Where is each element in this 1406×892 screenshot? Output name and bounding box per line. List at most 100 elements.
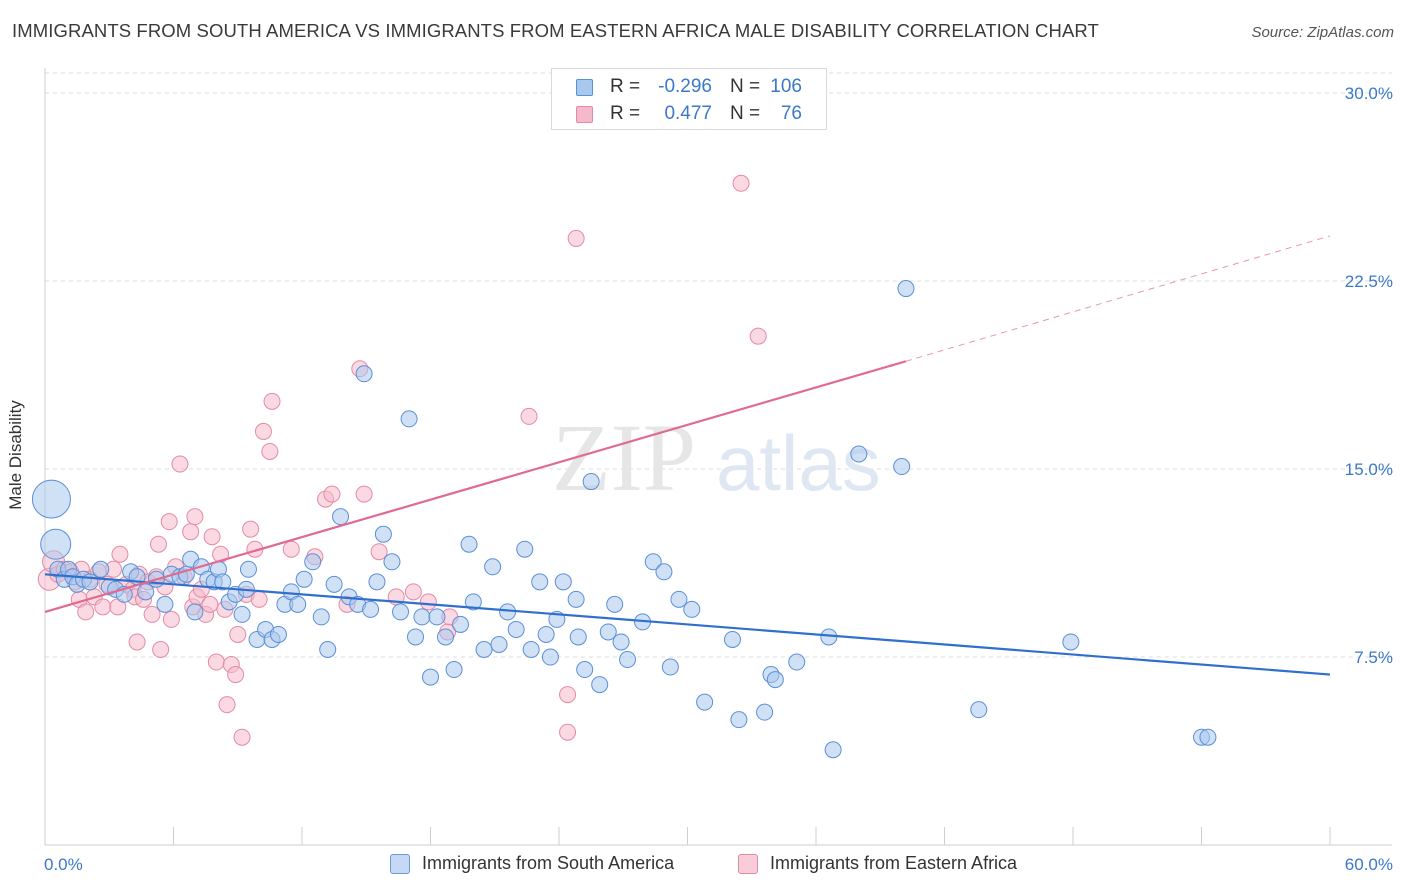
- data-point-south-america: [413, 608, 431, 626]
- data-point-south-america: [661, 658, 679, 676]
- data-point-south-america: [156, 595, 174, 613]
- data-point-eastern-africa: [520, 407, 538, 425]
- data-point-eastern-africa: [160, 513, 178, 531]
- data-point-south-america: [428, 608, 446, 626]
- data-point-eastern-africa: [162, 610, 180, 628]
- legend-label: Immigrants from South America: [422, 853, 675, 873]
- data-point-south-america: [531, 573, 549, 591]
- x-tick-label: 60.0%: [1345, 855, 1393, 874]
- data-point-south-america: [599, 623, 617, 641]
- data-point-south-america: [289, 595, 307, 613]
- chart-title: IMMIGRANTS FROM SOUTH AMERICA VS IMMIGRA…: [12, 20, 1099, 41]
- n-value: 106: [770, 76, 802, 97]
- data-point-eastern-africa: [233, 728, 251, 746]
- data-point-eastern-africa: [282, 540, 300, 558]
- data-point-south-america: [355, 365, 373, 383]
- r-value: -0.296: [658, 76, 712, 97]
- data-point-south-america: [730, 711, 748, 729]
- data-point-eastern-africa: [182, 523, 200, 541]
- data-point-south-america: [464, 593, 482, 611]
- data-point-south-america: [569, 628, 587, 646]
- data-point-south-america: [766, 671, 784, 689]
- data-point-south-america: [507, 620, 525, 638]
- data-point-south-america: [824, 741, 842, 759]
- y-tick-label: 22.5%: [1345, 272, 1393, 291]
- data-point-eastern-africa: [559, 723, 577, 741]
- data-point-eastern-africa: [404, 583, 422, 601]
- data-point-eastern-africa: [263, 392, 281, 410]
- legend-swatch-pink: [738, 854, 758, 874]
- series-legend: Immigrants from South America Immigrants…: [0, 852, 1406, 878]
- data-point-eastern-africa: [370, 543, 388, 561]
- data-point-south-america: [1199, 728, 1217, 746]
- y-axis-label: Male Disability: [6, 400, 25, 510]
- data-point-south-america: [541, 648, 559, 666]
- y-tick-label: 15.0%: [1345, 460, 1393, 479]
- data-point-eastern-africa: [111, 545, 129, 563]
- data-point-eastern-africa: [749, 327, 767, 345]
- data-point-eastern-africa: [201, 595, 219, 613]
- trend-lines: [44, 235, 1331, 676]
- data-point-eastern-africa: [419, 593, 437, 611]
- data-point-south-america: [233, 605, 251, 623]
- data-point-south-america: [407, 628, 425, 646]
- data-point-south-america: [522, 640, 540, 658]
- trend-line-south-america: [44, 573, 1331, 676]
- data-point-south-america: [383, 553, 401, 571]
- data-point-south-america: [655, 563, 673, 581]
- data-point-south-america: [304, 553, 322, 571]
- data-point-south-america: [554, 573, 572, 591]
- data-point-eastern-africa: [355, 485, 373, 503]
- series-south-america-points: [31, 280, 1217, 759]
- data-point-south-america: [362, 600, 380, 618]
- data-point-south-america: [696, 693, 714, 711]
- data-point-south-america: [137, 583, 155, 601]
- r-label: R =: [610, 103, 641, 124]
- data-point-south-america: [392, 603, 410, 621]
- data-point-eastern-africa: [186, 508, 204, 526]
- data-point-eastern-africa: [94, 598, 112, 616]
- data-point-eastern-africa: [567, 229, 585, 247]
- data-point-eastern-africa: [207, 653, 225, 671]
- n-label: N =: [730, 76, 761, 97]
- legend-swatch-blue: [390, 854, 410, 874]
- data-point-south-america: [400, 410, 418, 428]
- r-value: 0.477: [664, 103, 712, 124]
- data-point-south-america: [460, 535, 478, 553]
- data-point-south-america: [490, 635, 508, 653]
- data-point-south-america: [475, 640, 493, 658]
- watermark-atlas: atlas: [716, 419, 881, 507]
- legend-label: Immigrants from Eastern Africa: [770, 853, 1018, 873]
- data-point-south-america: [683, 600, 701, 618]
- data-point-eastern-africa: [254, 422, 272, 440]
- data-point-south-america: [723, 630, 741, 648]
- n-value: 76: [780, 103, 802, 124]
- data-point-eastern-africa: [261, 442, 279, 460]
- data-point-south-america: [788, 653, 806, 671]
- data-point-south-america: [537, 625, 555, 643]
- data-point-eastern-africa: [150, 535, 168, 553]
- data-point-eastern-africa: [323, 485, 341, 503]
- data-point-eastern-africa: [171, 455, 189, 473]
- data-point-south-america: [619, 651, 637, 669]
- data-point-south-america: [897, 280, 915, 298]
- axes: [44, 68, 1392, 846]
- data-point-south-america: [670, 590, 688, 608]
- data-point-south-america: [1062, 633, 1080, 651]
- trend-line-eastern-africa: [44, 360, 907, 613]
- data-point-south-america: [606, 595, 624, 613]
- source-label: Source: ZipAtlas.com: [1251, 24, 1394, 41]
- tick-labels: 7.5% 15.0% 22.5% 30.0% 0.0% 60.0%: [44, 84, 1393, 874]
- data-point-south-america: [893, 458, 911, 476]
- y-tick-label: 30.0%: [1345, 84, 1393, 103]
- data-point-south-america: [612, 633, 630, 651]
- data-point-south-america: [239, 560, 257, 578]
- legend-swatch-blue: [576, 79, 593, 96]
- data-point-south-america: [31, 479, 71, 519]
- data-point-south-america: [567, 590, 585, 608]
- data-point-eastern-africa: [77, 603, 95, 621]
- legend-row-eastern-africa: R = 0.477 N = 76: [552, 101, 826, 127]
- data-point-eastern-africa: [143, 605, 161, 623]
- data-point-south-america: [516, 540, 534, 558]
